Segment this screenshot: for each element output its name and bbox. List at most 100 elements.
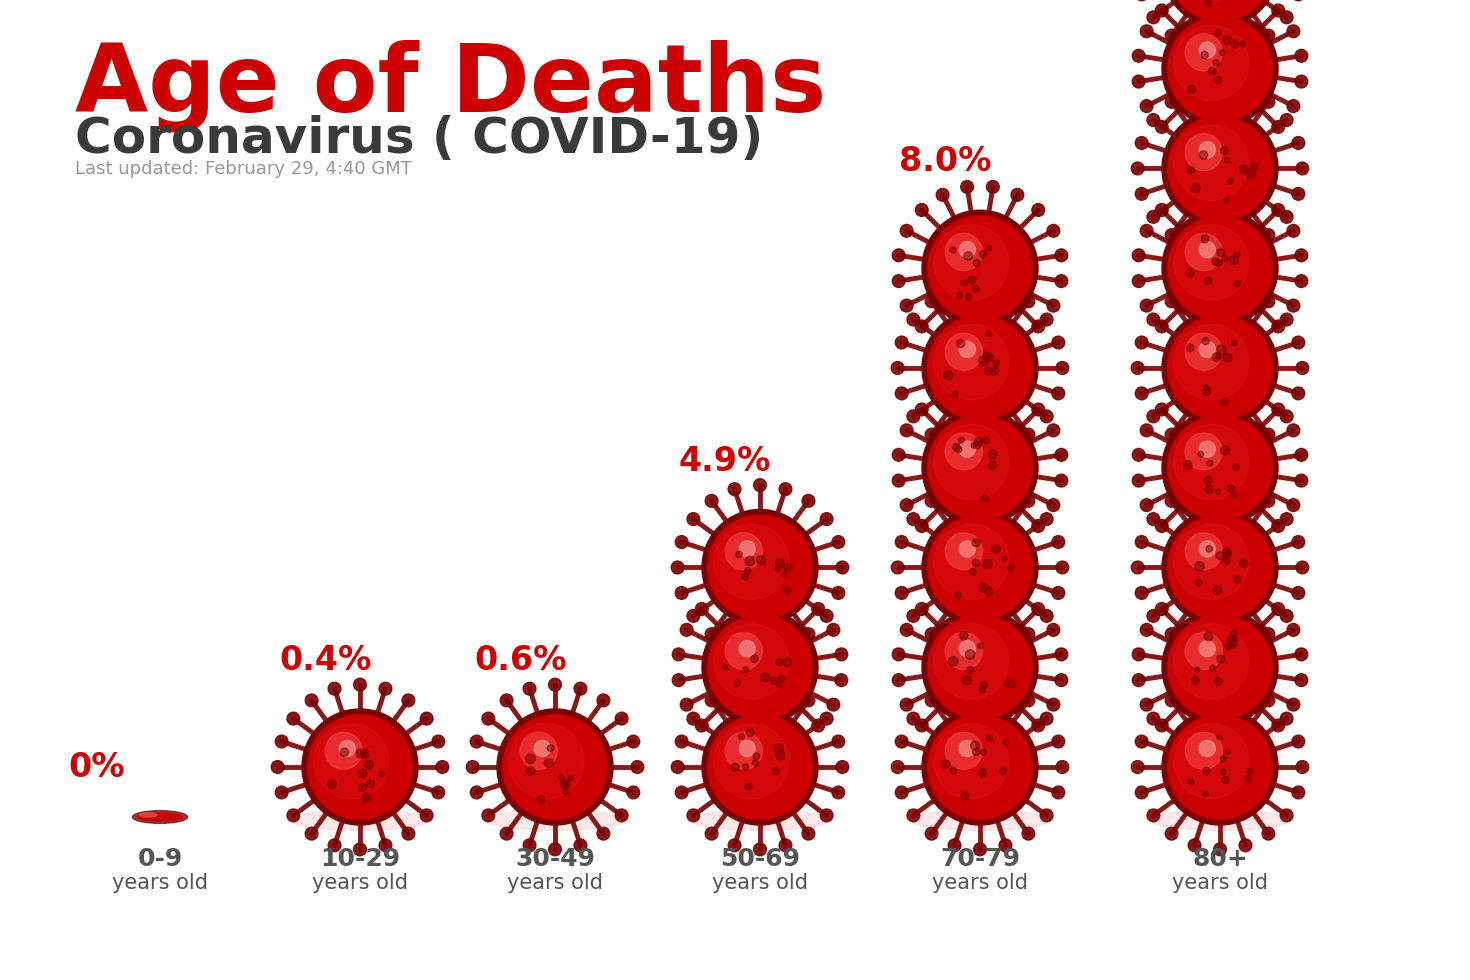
Circle shape (1132, 673, 1145, 687)
Circle shape (1263, 495, 1274, 508)
Circle shape (775, 744, 784, 753)
Circle shape (936, 335, 950, 348)
Circle shape (1055, 274, 1067, 287)
Circle shape (895, 387, 908, 400)
Circle shape (1032, 719, 1045, 732)
Circle shape (1167, 117, 1272, 220)
Circle shape (1200, 241, 1216, 258)
Ellipse shape (716, 548, 804, 593)
Circle shape (891, 362, 904, 374)
Circle shape (916, 204, 928, 217)
Circle shape (820, 809, 833, 822)
Circle shape (948, 839, 961, 852)
Circle shape (948, 682, 961, 695)
Circle shape (534, 740, 550, 757)
Circle shape (942, 760, 950, 768)
Circle shape (707, 515, 813, 619)
Circle shape (1195, 667, 1200, 672)
Circle shape (1200, 142, 1216, 158)
Circle shape (1245, 775, 1252, 782)
Circle shape (567, 775, 573, 781)
Circle shape (1141, 499, 1152, 512)
Text: 0-9: 0-9 (137, 847, 182, 871)
Circle shape (1161, 510, 1277, 625)
Circle shape (562, 781, 570, 789)
Circle shape (1239, 483, 1252, 496)
Circle shape (1188, 682, 1201, 695)
Circle shape (359, 783, 366, 792)
Circle shape (1222, 398, 1227, 406)
Circle shape (969, 276, 976, 283)
Ellipse shape (1176, 249, 1264, 293)
Circle shape (301, 709, 417, 825)
Circle shape (1188, 839, 1201, 852)
Circle shape (892, 474, 906, 487)
Circle shape (328, 682, 341, 695)
Circle shape (979, 356, 988, 366)
Circle shape (832, 786, 845, 799)
Circle shape (1225, 749, 1230, 755)
Circle shape (1214, 259, 1222, 267)
Circle shape (1041, 809, 1053, 822)
Circle shape (735, 551, 742, 558)
Circle shape (1251, 188, 1264, 201)
Circle shape (686, 610, 700, 622)
Text: years old: years old (1172, 873, 1269, 893)
Ellipse shape (703, 542, 817, 599)
Circle shape (695, 603, 709, 615)
Ellipse shape (1176, 149, 1264, 194)
Circle shape (1272, 320, 1285, 333)
Circle shape (820, 712, 833, 725)
Circle shape (328, 780, 337, 789)
Circle shape (1213, 586, 1222, 595)
Circle shape (681, 699, 692, 711)
Circle shape (1147, 712, 1160, 725)
Circle shape (1047, 424, 1060, 437)
Circle shape (1220, 147, 1229, 155)
Circle shape (1210, 665, 1216, 671)
Circle shape (916, 719, 928, 732)
Circle shape (1292, 336, 1305, 349)
Circle shape (703, 510, 817, 625)
Ellipse shape (923, 442, 1038, 500)
Circle shape (1166, 495, 1177, 508)
Circle shape (745, 557, 754, 566)
Circle shape (1022, 295, 1035, 308)
Circle shape (1235, 280, 1241, 287)
Text: years old: years old (312, 873, 409, 893)
Circle shape (1204, 476, 1213, 484)
Text: Age of Deaths: Age of Deaths (75, 40, 826, 132)
Circle shape (739, 740, 756, 757)
Circle shape (1295, 474, 1308, 487)
Circle shape (1166, 228, 1177, 241)
Circle shape (1226, 180, 1239, 193)
Ellipse shape (923, 542, 1038, 599)
Circle shape (1185, 433, 1223, 470)
Circle shape (365, 760, 373, 769)
Circle shape (1176, 535, 1189, 548)
Ellipse shape (1176, 748, 1264, 792)
Circle shape (1155, 121, 1169, 133)
Circle shape (1011, 188, 1023, 201)
Circle shape (922, 410, 1038, 525)
Circle shape (753, 753, 760, 760)
Circle shape (1173, 623, 1250, 699)
Circle shape (1201, 180, 1214, 193)
Circle shape (1288, 24, 1299, 37)
Circle shape (1239, 440, 1252, 453)
Circle shape (354, 843, 366, 856)
Circle shape (1288, 499, 1299, 512)
Circle shape (1204, 632, 1213, 641)
Circle shape (500, 694, 513, 707)
Circle shape (973, 644, 986, 657)
Circle shape (985, 588, 994, 596)
Circle shape (1191, 184, 1200, 193)
Circle shape (360, 750, 369, 759)
Circle shape (958, 241, 976, 258)
Circle shape (1000, 839, 1011, 852)
Circle shape (994, 360, 1000, 367)
Circle shape (900, 224, 913, 237)
Circle shape (1000, 483, 1011, 496)
Circle shape (745, 783, 753, 790)
Text: 0.6%: 0.6% (473, 644, 566, 677)
